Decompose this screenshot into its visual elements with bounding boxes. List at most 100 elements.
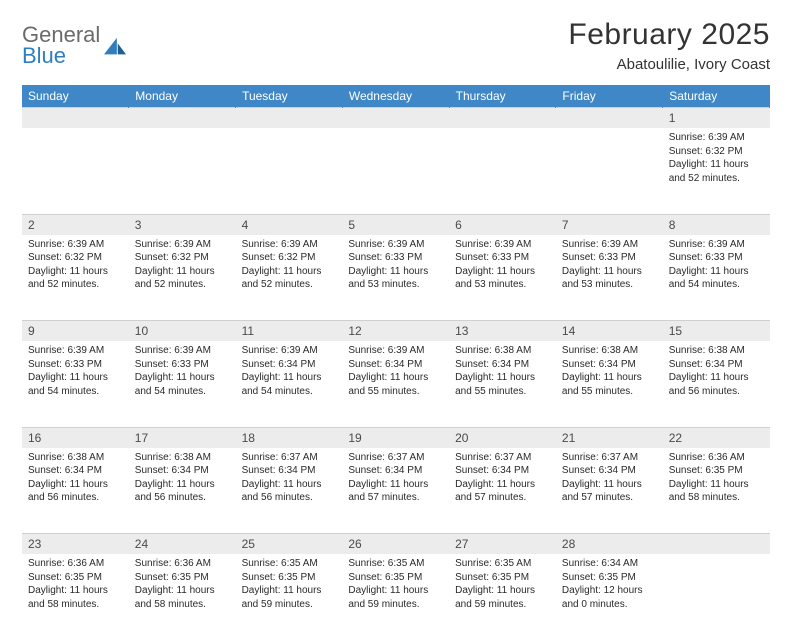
day1-text: Daylight: 11 hours: [455, 478, 550, 492]
day2-text: and 54 minutes.: [242, 385, 337, 399]
day-cell: Sunrise: 6:37 AMSunset: 6:34 PMDaylight:…: [342, 448, 449, 534]
day-cell: Sunrise: 6:38 AMSunset: 6:34 PMDaylight:…: [449, 341, 556, 427]
day1-text: Daylight: 11 hours: [669, 158, 764, 172]
day2-text: and 57 minutes.: [348, 491, 443, 505]
day1-text: Daylight: 11 hours: [669, 478, 764, 492]
day1-text: Daylight: 11 hours: [348, 371, 443, 385]
sunset-text: Sunset: 6:33 PM: [669, 251, 764, 265]
day-info-row: Sunrise: 6:39 AMSunset: 6:32 PMDaylight:…: [22, 128, 770, 214]
sunset-text: Sunset: 6:34 PM: [242, 358, 337, 372]
sunrise-text: Sunrise: 6:39 AM: [455, 238, 550, 252]
day2-text: and 52 minutes.: [242, 278, 337, 292]
day-number: 20: [449, 427, 556, 448]
weekday-header: Friday: [556, 85, 663, 108]
day-number: [22, 108, 129, 129]
day2-text: and 52 minutes.: [669, 172, 764, 186]
day1-text: Daylight: 11 hours: [28, 584, 123, 598]
day1-text: Daylight: 11 hours: [28, 265, 123, 279]
day-cell: Sunrise: 6:37 AMSunset: 6:34 PMDaylight:…: [556, 448, 663, 534]
day2-text: and 58 minutes.: [135, 598, 230, 612]
day-info-row: Sunrise: 6:39 AMSunset: 6:33 PMDaylight:…: [22, 341, 770, 427]
sunset-text: Sunset: 6:34 PM: [348, 358, 443, 372]
sunrise-text: Sunrise: 6:36 AM: [28, 557, 123, 571]
day-cell: [449, 128, 556, 214]
weekday-header: Sunday: [22, 85, 129, 108]
logo: General Blue: [22, 18, 126, 67]
day2-text: and 55 minutes.: [562, 385, 657, 399]
sunset-text: Sunset: 6:33 PM: [455, 251, 550, 265]
sunrise-text: Sunrise: 6:37 AM: [562, 451, 657, 465]
day-number: [129, 108, 236, 129]
day-cell: Sunrise: 6:37 AMSunset: 6:34 PMDaylight:…: [236, 448, 343, 534]
day-info-row: Sunrise: 6:39 AM Sunset: 6:32 PM Daylight:…: [22, 235, 770, 321]
day-cell: Sunrise: 6:36 AMSunset: 6:35 PMDaylight:…: [22, 554, 129, 640]
day-number: 9: [22, 321, 129, 342]
day1-text: Daylight: 11 hours: [562, 371, 657, 385]
weekday-header: Saturday: [663, 85, 770, 108]
sunset-text: Sunset: 6:35 PM: [135, 571, 230, 585]
day-info-row: Sunrise: 6:36 AMSunset: 6:35 PMDaylight:…: [22, 554, 770, 640]
day-number: 26: [342, 534, 449, 555]
day1-text: Daylight: 11 hours: [242, 478, 337, 492]
sunset-text: Sunset: 6:32 PM: [135, 251, 230, 265]
day2-text: and 52 minutes.: [135, 278, 230, 292]
sunrise-text: Sunrise: 6:35 AM: [455, 557, 550, 571]
sunrise-text: Sunrise: 6:35 AM: [348, 557, 443, 571]
day-number: 6: [449, 214, 556, 235]
sunrise-text: Sunrise: 6:39 AM: [28, 238, 123, 252]
sunset-text: Sunset: 6:35 PM: [455, 571, 550, 585]
day-cell: Sunrise: 6:35 AMSunset: 6:35 PMDaylight:…: [342, 554, 449, 640]
day2-text: and 55 minutes.: [348, 385, 443, 399]
sunrise-text: Sunrise: 6:37 AM: [242, 451, 337, 465]
day-number-row: 1: [22, 108, 770, 129]
sunset-text: Sunset: 6:34 PM: [562, 464, 657, 478]
day-cell: Sunrise: 6:38 AMSunset: 6:34 PMDaylight:…: [556, 341, 663, 427]
day-cell: Sunrise: 6:36 AMSunset: 6:35 PMDaylight:…: [129, 554, 236, 640]
day-number: 4: [236, 214, 343, 235]
day2-text: and 53 minutes.: [348, 278, 443, 292]
day-number: 11: [236, 321, 343, 342]
day-number: 22: [663, 427, 770, 448]
day-cell: Sunrise: 6:39 AMSunset: 6:32 PMDaylight:…: [663, 128, 770, 214]
day-cell: Sunrise: 6:38 AMSunset: 6:34 PMDaylight:…: [22, 448, 129, 534]
day-cell: Sunrise: 6:38 AMSunset: 6:34 PMDaylight:…: [129, 448, 236, 534]
day-cell: Sunrise: 6:39 AMSunset: 6:33 PMDaylight:…: [663, 235, 770, 321]
sunset-text: Sunset: 6:35 PM: [28, 571, 123, 585]
day-number-row: 9101112131415: [22, 321, 770, 342]
day-number: 27: [449, 534, 556, 555]
day1-text: Daylight: 11 hours: [28, 371, 123, 385]
day-cell: Sunrise: 6:39 AMSunset: 6:34 PMDaylight:…: [342, 341, 449, 427]
weekday-header: Thursday: [449, 85, 556, 108]
weekday-header: Wednesday: [342, 85, 449, 108]
day1-text: Daylight: 11 hours: [28, 478, 123, 492]
day-number: [663, 534, 770, 555]
day-cell: [236, 128, 343, 214]
header: General Blue February 2025 Abatoulilie, …: [22, 18, 770, 73]
day1-text: Daylight: 11 hours: [348, 265, 443, 279]
day2-text: and 56 minutes.: [135, 491, 230, 505]
day-number: 2: [22, 214, 129, 235]
day2-text: and 56 minutes.: [669, 385, 764, 399]
day2-text: and 57 minutes.: [562, 491, 657, 505]
sunrise-text: Sunrise: 6:39 AM: [669, 238, 764, 252]
day2-text: and 56 minutes.: [28, 491, 123, 505]
sunrise-text: Sunrise: 6:36 AM: [669, 451, 764, 465]
sunset-text: Sunset: 6:34 PM: [28, 464, 123, 478]
sunrise-text: Sunrise: 6:39 AM: [348, 238, 443, 252]
day-cell: Sunrise: 6:39 AMSunset: 6:33 PMDaylight:…: [342, 235, 449, 321]
sunrise-text: Sunrise: 6:39 AM: [562, 238, 657, 252]
weekday-header: Monday: [129, 85, 236, 108]
sunrise-text: Sunrise: 6:39 AM: [348, 344, 443, 358]
day-number-row: 232425262728: [22, 534, 770, 555]
day-cell: Sunrise: 6:36 AMSunset: 6:35 PMDaylight:…: [663, 448, 770, 534]
sunrise-text: Sunrise: 6:39 AM: [242, 238, 337, 252]
sunset-text: Sunset: 6:34 PM: [669, 358, 764, 372]
sunrise-text: Sunrise: 6:39 AM: [669, 131, 764, 145]
day-cell: Sunrise: 6:39 AMSunset: 6:34 PMDaylight:…: [236, 341, 343, 427]
day-cell: Sunrise: 6:37 AMSunset: 6:34 PMDaylight:…: [449, 448, 556, 534]
sunset-text: Sunset: 6:32 PM: [669, 145, 764, 159]
sunset-text: Sunset: 6:34 PM: [348, 464, 443, 478]
day1-text: Daylight: 11 hours: [562, 478, 657, 492]
sunrise-text: Sunrise: 6:37 AM: [348, 451, 443, 465]
day-number-row: 16171819202122: [22, 427, 770, 448]
